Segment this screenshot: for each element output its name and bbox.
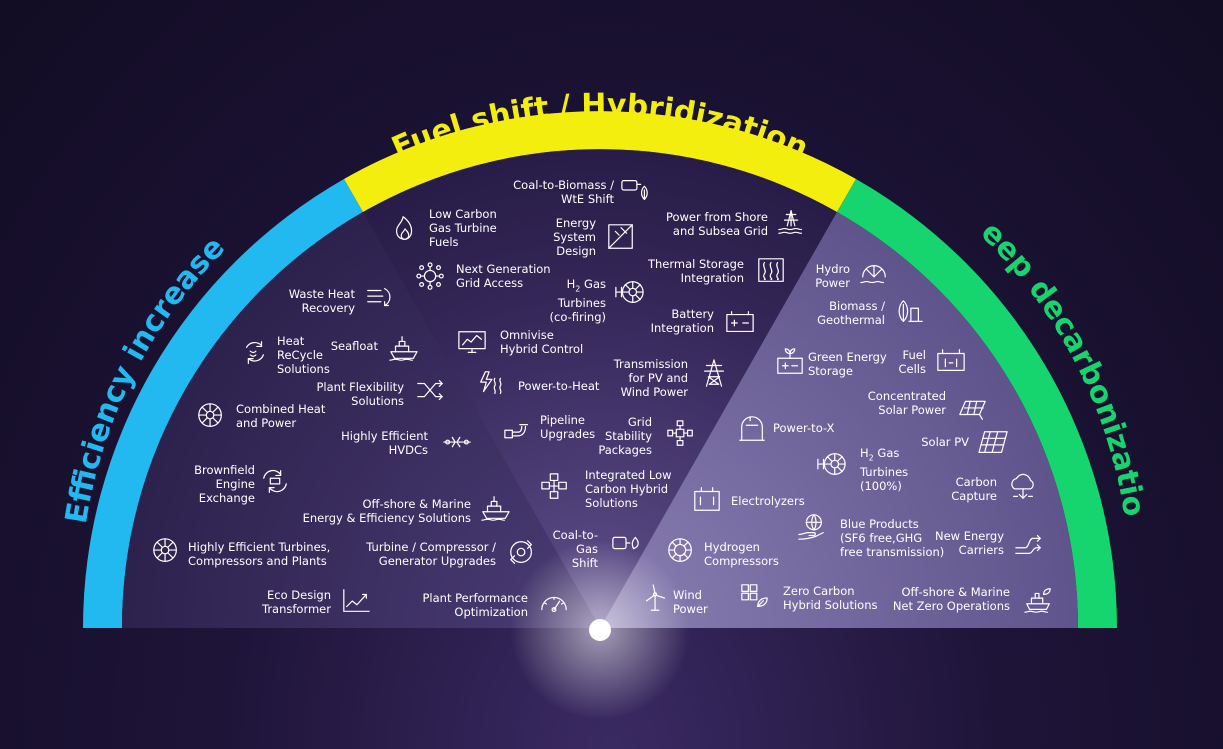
deep-item-label: Hydrogen Compressors [704,540,779,568]
grid-stability-icon [664,419,698,449]
fuel-item-label: Omnivise Hybrid Control [500,328,584,356]
hydro-icon [857,260,891,290]
hvdc-icon [440,428,474,458]
efficiency-item-label: Plant Flexibility Solutions [316,380,404,408]
grid-access-icon [414,262,448,292]
turbine-icon [149,536,183,566]
efficiency-item-label: Turbine / Compressor / Generator Upgrade… [366,540,496,568]
deep-item-label: H2 Gas Turbines (100%) [860,446,908,493]
deep-item-label: Blue Products (SF6 free,GHG free transmi… [840,517,945,559]
deep-decarbonization-rim [837,179,1117,628]
turbine-icon [194,401,228,431]
power-heat-icon [474,369,508,399]
hybrid-icon [538,472,572,502]
chart-up-icon [339,586,373,616]
design-icon [604,222,638,252]
fuel-item-label: Thermal Storage Integration [647,257,744,285]
efficiency-item-label: Highly Efficient HVDCs [341,429,428,457]
shore-icon [775,207,809,237]
pylon-icon [697,358,731,388]
thermal-icon [754,256,788,286]
ship-icon [386,333,420,363]
battery-icon [723,308,757,338]
deep-item-label: Concentrated Solar Power [867,389,946,417]
efficiency-item-label: Heat ReCycle Solutions [277,334,330,376]
recycle-icon [237,338,271,368]
deep-item-label: Hydro Power [815,262,850,290]
deep-item-label: Off-shore & Marine Net Zero Operations [892,585,1010,613]
fuel-item-label: Low Carbon Gas Turbine Fuels [429,207,497,249]
deep-item-text: Gas Turbines (100%) [860,446,909,494]
center-point [589,619,611,641]
fuel-item-label: Power-to-Heat [518,379,600,393]
fuel-item-label: Transmission for PV and Wind Power [613,357,688,399]
efficiency-item-label: Highly Efficient Turbines, Compressors a… [188,540,331,568]
deep-item-label: Solar PV [921,435,969,449]
fuel-item-label: Coal-to-Biomass / WtE Shift [513,178,614,206]
wind-icon [639,584,673,614]
deep-item-label: Electrolyzers [731,494,805,508]
coal-gas-icon [609,528,643,558]
deep-item-label: Carbon Capture [951,475,997,503]
fuel-item-text: Gas Turbines (co-firing) [549,277,606,325]
efficiency-item-label: Brownfield Engine Exchange [194,463,255,505]
waste-heat-icon [362,283,396,313]
csp-icon [955,392,989,422]
fuel-item-label: Coal-to- Gas Shift [552,528,598,570]
deep-item-label: Wind Power [673,588,708,616]
monitor-icon [455,328,489,358]
arrows-icon [1012,529,1046,559]
h2-prefix: H2 [860,446,874,463]
fuel-item-label: Energy System Design [553,216,596,258]
biomass-icon [892,297,926,327]
efficiency-item-label: Eco Design Transformer [261,588,331,616]
coal-biomass-icon [618,175,652,205]
shuffle-icon [413,376,447,406]
efficiency-rim [83,179,363,628]
gauge-icon [537,589,571,619]
globe-hand-icon [795,512,829,542]
efficiency-item-label: Combined Heat and Power [236,402,326,430]
efficiency-item-label: Plant Performance Optimization [422,591,528,619]
flame-icon [388,213,422,243]
efficiency-item-label: Off-shore & Marine Energy & Efficiency S… [302,497,471,525]
ship-icon [478,493,512,523]
solar-panel-icon [977,428,1011,458]
fuel-item-label: Power from Shore and Subsea Grid [665,210,768,238]
zero-hybrid-icon [737,582,771,612]
h2-turbine-icon [814,450,848,480]
fuel-item-label: Next Generation Grid Access [456,262,551,290]
fuel-item-label: H2 Gas Turbines (co-firing) [550,277,606,324]
fuel-cell-icon [934,346,968,376]
h2-turbine-icon [612,278,646,308]
pipeline-icon [501,419,535,449]
fuel-shift-rim [344,111,856,212]
h2-prefix: H2 [566,277,581,294]
efficiency-item-label: Seafloat [330,339,378,353]
fuel-shift-sector [363,149,837,628]
exchange-icon [258,467,292,497]
tank-icon [735,414,769,444]
fuel-item-label: Pipeline Upgrades [540,413,596,441]
ship-leaf-icon [1021,585,1055,615]
efficiency-item-label: Waste Heat Recovery [288,287,355,315]
deep-item-label: Zero Carbon Hybrid Solutions [783,584,878,612]
compressor-icon [664,536,698,566]
deep-item-label: New Energy Carriers [935,529,1004,557]
fuel-item-label: Integrated Low Carbon Hybrid Solutions [585,468,672,510]
deep-item-label: Power-to-X [773,421,835,435]
upgrade-icon [505,538,539,568]
green-storage-icon [773,347,807,377]
deep-sector [600,212,1079,628]
electrolyzer-icon [690,484,724,514]
fuel-item-label: Battery Integration [650,307,714,335]
deep-item-label: Green Energy Storage [808,350,887,378]
co2-cloud-icon [1006,472,1040,502]
deep-item-label: Biomass / Geothermal [817,299,885,327]
efficiency-sector [121,212,600,628]
fuel-item-label: Grid Stability Packages [598,415,652,457]
deep-item-label: Fuel Cells [898,348,927,376]
